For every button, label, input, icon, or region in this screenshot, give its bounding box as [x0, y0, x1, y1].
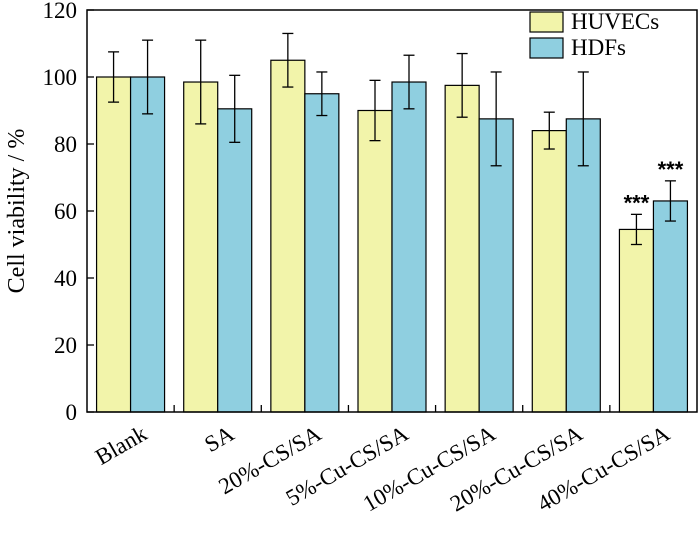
bar-huvecs-4	[444, 84, 480, 413]
legend-label-hdfs: HDFs	[571, 35, 626, 60]
x-tick-label: SA	[200, 420, 238, 457]
bar-hdfs-3	[391, 81, 427, 413]
error-bar-huvecs-0	[108, 51, 120, 103]
y-tick-label: 120	[43, 0, 78, 23]
y-tick-label: 0	[66, 400, 78, 425]
error-bar-huvecs-1	[195, 39, 207, 125]
bar-huvecs-3	[357, 109, 393, 413]
bar-hdfs-1	[217, 108, 253, 413]
bar-huvecs-6	[618, 228, 655, 413]
error-bar-hdfs-0	[142, 39, 154, 115]
y-tick-label: 20	[54, 333, 77, 358]
bar-huvecs-5	[531, 130, 567, 413]
y-tick-label: 60	[54, 199, 77, 224]
x-tick-label: Blank	[91, 420, 152, 469]
error-bar-hdfs-2	[316, 71, 328, 117]
y-tick-label: 100	[43, 65, 78, 90]
error-bar-huvecs-3	[369, 79, 381, 142]
significance-label: ***	[624, 190, 650, 215]
y-tick-label: 80	[54, 132, 77, 157]
error-bar-hdfs-4	[490, 71, 502, 167]
y-axis-title: Cell viability / %	[4, 129, 30, 294]
bar-huvecs-2	[270, 59, 306, 413]
bar-hdfs-2	[304, 93, 340, 413]
bars-layer	[95, 59, 689, 413]
bar-hdfs-4	[478, 118, 514, 413]
bar-hdfs-0	[129, 76, 166, 413]
bar-hdfs-6	[652, 200, 689, 413]
y-tick-label: 40	[54, 266, 77, 291]
axes-layer	[86, 9, 698, 413]
bar-huvecs-0	[95, 76, 132, 413]
legend-label-huvecs: HUVECs	[571, 9, 659, 34]
error-bar-hdfs-6	[664, 180, 676, 222]
error-bar-hdfs-1	[229, 74, 241, 143]
error-bar-hdfs-3	[403, 54, 415, 110]
error-bar-huvecs-2	[282, 32, 294, 88]
error-bar-huvecs-4	[456, 52, 468, 118]
bar-huvecs-1	[183, 81, 219, 413]
significance-label: ***	[658, 157, 684, 182]
error-bar-huvecs-5	[543, 111, 555, 150]
legend-swatch-hdfs	[529, 37, 564, 59]
error-bars-layer	[108, 32, 676, 246]
legend-swatch-huvecs	[529, 11, 564, 33]
error-bar-huvecs-6	[630, 213, 642, 246]
error-bar-hdfs-5	[577, 71, 589, 167]
bar-hdfs-5	[565, 118, 601, 413]
